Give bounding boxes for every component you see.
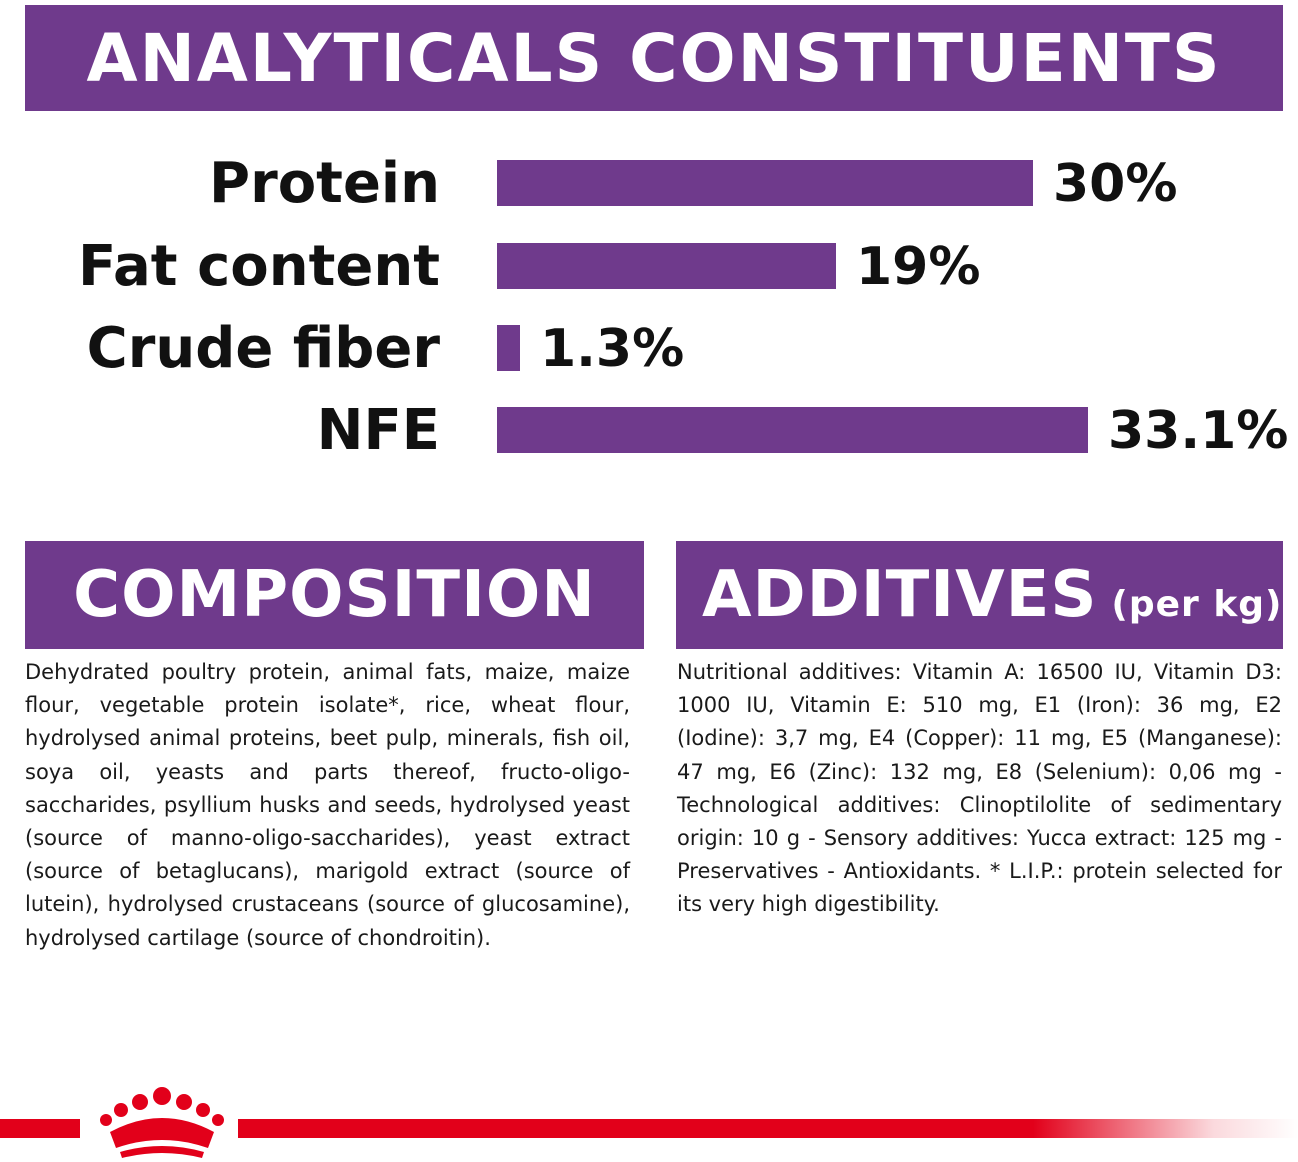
additives-subtitle: (per kg) xyxy=(1111,583,1283,625)
row-label: NFE xyxy=(316,398,440,463)
row-bar xyxy=(497,407,1088,453)
row-bar xyxy=(497,325,520,371)
analytical-row-fat: Fat content 19% xyxy=(0,231,1298,303)
analytical-row-protein: Protein 30% xyxy=(0,148,1298,220)
crown-logo-icon xyxy=(100,1087,224,1158)
analyticals-title: ANALYTICALS CONSTITUENTS xyxy=(86,19,1222,97)
footer-rule-left xyxy=(0,1119,80,1138)
additives-text: Nutritional additives: Vitamin A: 16500 … xyxy=(677,660,1282,917)
row-label: Crude fiber xyxy=(86,316,440,381)
additives-title: ADDITIVES xyxy=(702,558,1098,632)
footer-rule-right xyxy=(238,1119,1298,1138)
analytical-row-nfe: NFE 33.1% xyxy=(0,395,1298,467)
row-bar xyxy=(497,160,1033,206)
row-bar xyxy=(497,243,836,289)
row-value: 30% xyxy=(1053,154,1178,214)
analyticals-header: ANALYTICALS CONSTITUENTS xyxy=(25,5,1283,111)
row-value: 33.1% xyxy=(1108,401,1289,461)
composition-header: COMPOSITION xyxy=(25,541,644,649)
composition-title: COMPOSITION xyxy=(73,558,596,632)
row-label: Protein xyxy=(209,151,440,216)
analytical-row-fiber: Crude fiber 1.3% xyxy=(0,313,1298,385)
composition-text: Dehydrated poultry protein, animal fats,… xyxy=(25,660,630,950)
row-value: 19% xyxy=(856,237,981,297)
additives-header: ADDITIVES (per kg) xyxy=(676,541,1283,649)
row-value: 1.3% xyxy=(540,319,685,379)
row-label: Fat content xyxy=(78,234,440,299)
